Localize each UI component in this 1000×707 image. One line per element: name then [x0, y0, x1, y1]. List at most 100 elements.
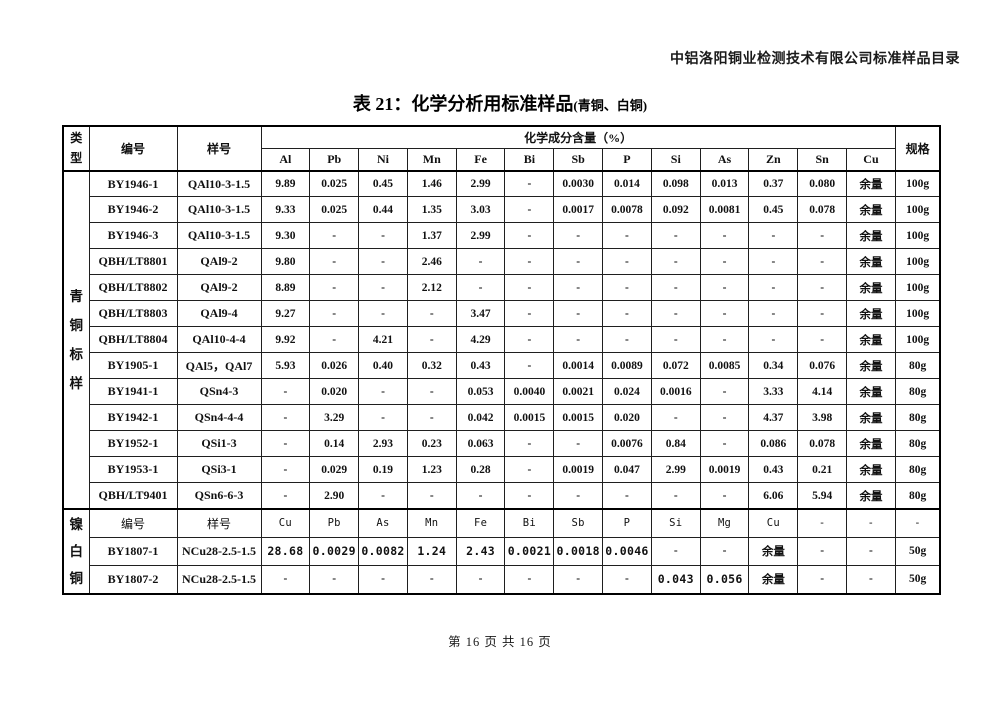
cell-Cu: 余量 [846, 430, 896, 458]
element-header-Bi: Bi [504, 147, 555, 172]
table-row: BY1941-1 QSn4-3-0.020- -0.053 0.0040 0.0021 0… [63, 378, 941, 406]
cell-id: QBH/LT8802 [88, 274, 178, 302]
cell-Pb: - [309, 300, 360, 328]
cell-id: BY1905-1 [88, 352, 178, 380]
cell-Bi: - [504, 564, 555, 595]
cell-Ni: - [358, 300, 408, 328]
cell-Bi: - [504, 456, 555, 484]
cell-P: - [602, 248, 652, 276]
cell-Sb: 0.0018 [553, 536, 604, 566]
cell-Zn: 4.37 [748, 404, 799, 432]
table-header: 类型 编号 样号 化学成分含量（%） 规格 Al Pb Ni Mn Fe Bi Sb P Si A… [62, 125, 941, 172]
cell-Sn: 0.21 [797, 456, 848, 484]
cell-spec: 50g [894, 564, 941, 595]
element-header-Sb: Sb [553, 147, 604, 172]
table-row: BY1946-2 QAl10-3-1.5 9.33 0.025 0.44 1.35 3.03… [63, 196, 941, 224]
cell-Zn: - [748, 222, 799, 250]
cell-Bi: - [504, 196, 555, 224]
cell-Ni: 0.45 [358, 170, 408, 198]
cell-Cu: 余量 [846, 456, 896, 484]
cell-P: - [602, 222, 652, 250]
cell-Mn: 1.37 [406, 222, 457, 250]
cell-P: 0.024 [602, 378, 652, 406]
cell-Al: 9.33 [260, 196, 311, 224]
col-header-id: 编号 [88, 125, 178, 172]
element-header-P: P [602, 147, 652, 172]
cell-Cu: - [260, 564, 311, 595]
cell-id: BY1942-1 [88, 404, 178, 432]
cell-Si: - [650, 482, 701, 510]
page-title-paren: (青铜、白铜) [573, 98, 648, 113]
cell-dash: - [846, 536, 896, 566]
cell-Zn: 0.37 [748, 170, 799, 198]
col-header-type-label: 类型 [70, 131, 83, 166]
cell-Sb: - [553, 248, 604, 276]
element-header-Sn: Sn [797, 147, 848, 172]
col-header-type: 类型 [62, 125, 90, 172]
cell-P: - [602, 482, 652, 510]
table-row: QBH/LT8802 QAl9-2 8.89- -2.12- - - - - - - - 余量 100g [63, 274, 941, 302]
cell-Bi: - [504, 274, 555, 302]
element-header-Mn: Mn [406, 147, 457, 172]
cell-Cu: 28.68 [260, 536, 311, 566]
cell-Zn: - [748, 326, 799, 354]
cell-spec: 80g [894, 352, 941, 380]
cell-Bi: - [504, 170, 555, 198]
cell-P: - [602, 326, 652, 354]
cell-Bi: - [504, 248, 555, 276]
cell-id: QBH/LT9401 [88, 482, 178, 510]
subheader-element-Mn: Mn [406, 507, 457, 538]
cell-spec: 100g [894, 196, 941, 224]
cell-Cu: 余量 [846, 274, 896, 302]
cell-spec: 80g [894, 404, 941, 432]
cell-Sb: 0.0014 [553, 352, 604, 380]
cell-Sn: 0.078 [797, 196, 848, 224]
cell-Mn: 2.12 [406, 274, 457, 302]
cell-Sn: 4.14 [797, 378, 848, 406]
cell-Sn: 0.078 [797, 430, 848, 458]
table-row: QBH/LT8804 QAl10-4-4 9.92-4.21-4.29- - - - - - -… [63, 326, 941, 354]
cell-Al: - [260, 404, 311, 432]
cell-Cu: 余量 [846, 300, 896, 328]
cell-Al: 9.92 [260, 326, 311, 354]
cell-id: QBH/LT8804 [88, 326, 178, 354]
cell-Cu: 余量 [748, 564, 799, 595]
cell-Mn: 0.32 [406, 352, 457, 380]
standards-table: 类型 编号 样号 化学成分含量（%） 规格 Al Pb Ni Mn Fe Bi Sb P Si A… [62, 125, 942, 595]
subheader-sample: 样号 [176, 507, 262, 538]
section-label-nickel-text: 镍白铜 [69, 516, 84, 586]
cell-Sb: - [553, 430, 604, 458]
cell-sample: QAl10-3-1.5 [176, 170, 262, 198]
cell-id: BY1946-2 [88, 196, 178, 224]
cell-As: - [699, 404, 750, 432]
cell-Al: 9.30 [260, 222, 311, 250]
cell-sample: QAl9-2 [176, 274, 262, 302]
cell-Sn: - [797, 222, 848, 250]
cell-spec: 100g [894, 326, 941, 354]
cell-Si: - [650, 326, 701, 354]
cell-Sb: - [553, 326, 604, 354]
cell-Pb: 0.14 [309, 430, 360, 458]
cell-Si: 0.092 [650, 196, 701, 224]
doc-header-text: 中铝洛阳铜业检测技术有限公司标准样品目录 [670, 52, 960, 67]
cell-Fe: - [455, 564, 506, 595]
cell-Mn: - [406, 300, 457, 328]
cell-Pb: 2.90 [309, 482, 360, 510]
cell-Sn: 5.94 [797, 482, 848, 510]
cell-As: 0.013 [699, 170, 750, 198]
cell-id: BY1807-1 [88, 536, 178, 566]
table-row: BY1952-1 QSi1-3-0.14 2.93 0.23 0.063- -0.0076… [63, 430, 941, 458]
cell-Zn: 0.43 [748, 456, 799, 484]
table-row: QBH/LT8801 QAl9-2 9.80- -2.46- - - - - - - - 余量 100g [63, 248, 941, 276]
cell-spec: 80g [894, 430, 941, 458]
cell-Si: 0.0016 [650, 378, 701, 406]
cell-Pb: 0.029 [309, 456, 360, 484]
cell-Mg: 0.056 [699, 564, 750, 595]
cell-Sb: 0.0015 [553, 404, 604, 432]
cell-Fe: 2.99 [455, 170, 506, 198]
cell-Al: 9.80 [260, 248, 311, 276]
cell-dash: - [797, 536, 848, 566]
cell-Al: 5.93 [260, 352, 311, 380]
cell-Si: - [650, 404, 701, 432]
cell-Si: 2.99 [650, 456, 701, 484]
